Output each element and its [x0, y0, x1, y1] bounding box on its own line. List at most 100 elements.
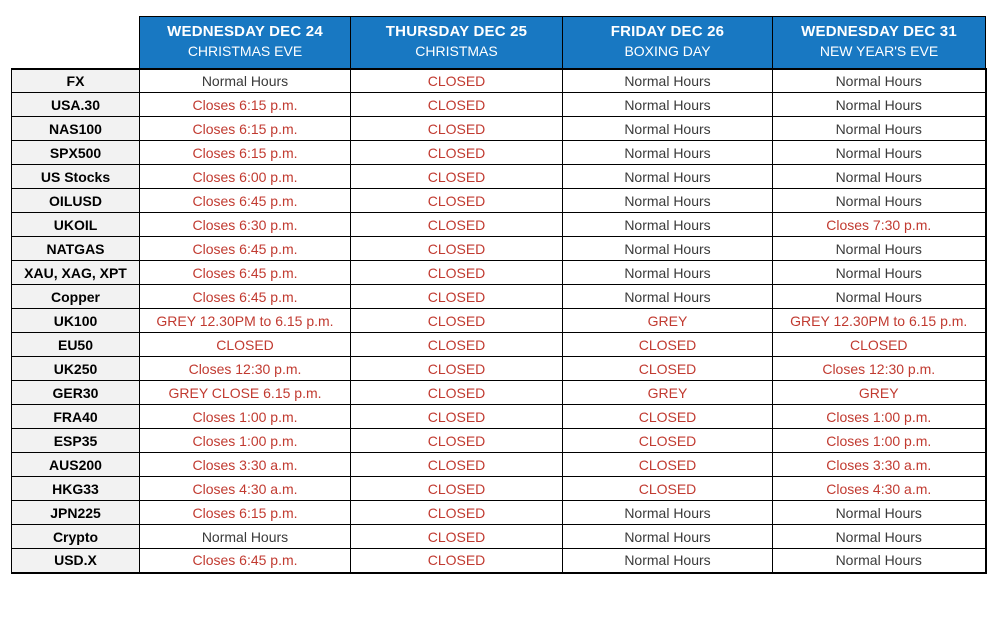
table-row-fra40: FRA40 Closes 1:00 p.m. CLOSED CLOSED Closes … — [11, 404, 987, 429]
table-row-fx: FX Normal Hours CLOSED Normal Hours Normal H… — [11, 67, 987, 93]
column-holiday-label: NEW YEAR'S EVE — [819, 42, 939, 59]
hours-cell: CLOSED — [562, 476, 773, 501]
column-holiday-label: CHRISTMAS — [415, 42, 498, 59]
hours-cell: Normal Hours — [562, 92, 773, 117]
table-row-spx500: SPX500 Closes 6:15 p.m. CLOSED Normal Hours… — [11, 140, 987, 165]
table-row-us-stocks: US Stocks Closes 6:00 p.m. CLOSED Normal Ho… — [11, 164, 987, 189]
hours-cell: Normal Hours — [772, 92, 987, 117]
hours-cell: CLOSED — [350, 548, 563, 574]
market-label: JPN225 — [11, 500, 140, 525]
hours-cell: CLOSED — [350, 260, 563, 285]
hours-cell: CLOSED — [350, 308, 563, 333]
column-day-label: FRIDAY DEC 26 — [610, 22, 725, 40]
table-row-aus200: AUS200 Closes 3:30 a.m. CLOSED CLOSED Closes… — [11, 452, 987, 477]
hours-cell: CLOSED — [562, 404, 773, 429]
table-header: WEDNESDAY DEC 24 CHRISTMAS EVE THURSDAY DE… — [11, 16, 986, 69]
hours-cell: Normal Hours — [772, 524, 987, 549]
hours-cell: Closes 12:30 p.m. — [139, 356, 351, 381]
header-row: WEDNESDAY DEC 24 CHRISTMAS EVE THURSDAY DE… — [11, 16, 986, 69]
hours-cell: Normal Hours — [772, 164, 987, 189]
hours-cell: Normal Hours — [772, 140, 987, 165]
hours-cell: Normal Hours — [562, 236, 773, 261]
hours-cell: GREY — [772, 380, 987, 405]
hours-cell: Normal Hours — [562, 164, 773, 189]
table-row-natgas: NATGAS Closes 6:45 p.m. CLOSED Normal Hours… — [11, 236, 987, 261]
hours-cell: Closes 6:45 p.m. — [139, 260, 351, 285]
hours-cell: CLOSED — [350, 524, 563, 549]
market-label: XAU, XAG, XPT — [11, 260, 140, 285]
market-label: UKOIL — [11, 212, 140, 237]
market-label: GER30 — [11, 380, 140, 405]
hours-cell: CLOSED — [350, 428, 563, 453]
hours-cell: Closes 12:30 p.m. — [772, 356, 987, 381]
column-holiday-label: CHRISTMAS EVE — [187, 42, 303, 59]
market-label: Crypto — [11, 524, 140, 549]
hours-cell: CLOSED — [350, 116, 563, 141]
hours-cell: Closes 1:00 p.m. — [772, 404, 987, 429]
table-row-oilusd: OILUSD Closes 6:45 p.m. CLOSED Normal Hours… — [11, 188, 987, 213]
column-day-label: WEDNESDAY DEC 31 — [801, 22, 957, 40]
market-label: US Stocks — [11, 164, 140, 189]
hours-cell: Closes 6:15 p.m. — [139, 500, 351, 525]
market-label: NAS100 — [11, 116, 140, 141]
market-label: FRA40 — [11, 404, 140, 429]
hours-cell: CLOSED — [350, 67, 563, 93]
hours-cell: Closes 6:15 p.m. — [139, 116, 351, 141]
table-row-jpn225: JPN225 Closes 6:15 p.m. CLOSED Normal Hours… — [11, 500, 987, 525]
hours-cell: Normal Hours — [562, 500, 773, 525]
hours-cell: Closes 1:00 p.m. — [139, 428, 351, 453]
table-body: FX Normal Hours CLOSED Normal Hours Normal H… — [11, 67, 987, 574]
hours-cell: CLOSED — [350, 164, 563, 189]
hours-cell: CLOSED — [562, 356, 773, 381]
hours-cell: Normal Hours — [562, 140, 773, 165]
hours-cell: Closes 6:45 p.m. — [139, 236, 351, 261]
table-row-xau-xag-xpt: XAU, XAG, XPT Closes 6:45 p.m. CLOSED Norma… — [11, 260, 987, 285]
market-label: USD.X — [11, 548, 140, 574]
hours-cell: Closes 6:45 p.m. — [139, 548, 351, 574]
hours-cell: Normal Hours — [139, 524, 351, 549]
hours-cell: Closes 7:30 p.m. — [772, 212, 987, 237]
hours-cell: CLOSED — [350, 188, 563, 213]
hours-cell: CLOSED — [350, 92, 563, 117]
hours-cell: Normal Hours — [772, 67, 987, 93]
hours-cell: CLOSED — [350, 236, 563, 261]
hours-cell: Closes 6:15 p.m. — [139, 140, 351, 165]
column-day-label: WEDNESDAY DEC 24 — [167, 22, 323, 40]
hours-cell: CLOSED — [562, 428, 773, 453]
hours-cell: Closes 6:45 p.m. — [139, 284, 351, 309]
hours-cell: GREY 12.30PM to 6.15 p.m. — [772, 308, 987, 333]
hours-cell: Closes 1:00 p.m. — [139, 404, 351, 429]
hours-cell: CLOSED — [350, 140, 563, 165]
table-row-hkg33: HKG33 Closes 4:30 a.m. CLOSED CLOSED Closes … — [11, 476, 987, 501]
table-row-nas100: NAS100 Closes 6:15 p.m. CLOSED Normal Hours… — [11, 116, 987, 141]
table-row-usa-30: USA.30 Closes 6:15 p.m. CLOSED Normal Hours… — [11, 92, 987, 117]
hours-cell: CLOSED — [350, 284, 563, 309]
hours-cell: Closes 3:30 a.m. — [139, 452, 351, 477]
table-row-ukoil: UKOIL Closes 6:30 p.m. CLOSED Normal Hours C… — [11, 212, 987, 237]
hours-cell: Normal Hours — [562, 188, 773, 213]
hours-cell: Normal Hours — [562, 212, 773, 237]
hours-cell: Closes 6:30 p.m. — [139, 212, 351, 237]
hours-cell: Normal Hours — [772, 500, 987, 525]
table-row-esp35: ESP35 Closes 1:00 p.m. CLOSED CLOSED Closes … — [11, 428, 987, 453]
hours-cell: CLOSED — [350, 500, 563, 525]
column-header-wednesday-dec-31: WEDNESDAY DEC 31 NEW YEAR'S EVE — [772, 16, 986, 69]
hours-cell: CLOSED — [562, 332, 773, 357]
hours-cell: Closes 6:45 p.m. — [139, 188, 351, 213]
hours-cell: GREY 12.30PM to 6.15 p.m. — [139, 308, 351, 333]
hours-cell: Closes 4:30 a.m. — [772, 476, 987, 501]
hours-cell: Normal Hours — [772, 548, 987, 574]
market-label: UK250 — [11, 356, 140, 381]
hours-cell: GREY — [562, 380, 773, 405]
hours-cell: Closes 6:00 p.m. — [139, 164, 351, 189]
hours-cell: GREY CLOSE 6.15 p.m. — [139, 380, 351, 405]
hours-cell: Normal Hours — [139, 67, 351, 93]
hours-cell: Normal Hours — [772, 236, 987, 261]
column-header-friday-dec-26: FRIDAY DEC 26 BOXING DAY — [562, 16, 773, 69]
hours-cell: CLOSED — [350, 356, 563, 381]
market-label: FX — [11, 67, 140, 93]
table-row-eu50: EU50 CLOSED CLOSED CLOSED CLOSED — [11, 332, 987, 357]
table-row-uk250: UK250 Closes 12:30 p.m. CLOSED CLOSED Closes… — [11, 356, 987, 381]
hours-cell: CLOSED — [350, 380, 563, 405]
hours-cell: Normal Hours — [562, 524, 773, 549]
